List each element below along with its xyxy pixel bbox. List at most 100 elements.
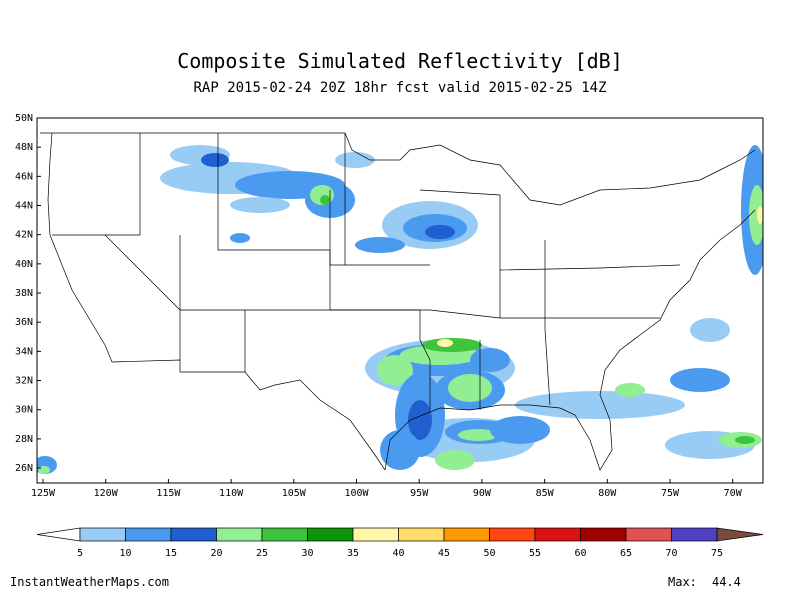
latitude-label: 32N	[15, 376, 33, 387]
colorbar: 5 10 15 20 25 30 35 40 45 50 55 60 65 70 75	[36, 527, 764, 559]
latitude-label: 36N	[15, 317, 33, 328]
latitude-label: 40N	[15, 259, 33, 270]
colorbar-segment	[489, 527, 536, 542]
longitude-label: 120W	[94, 488, 119, 499]
reflectivity-area	[408, 400, 432, 440]
latitude-label: 50N	[15, 113, 33, 124]
mexico-border	[111, 359, 386, 471]
colorbar-label: 30	[301, 548, 313, 559]
colorbar-label: 40	[392, 548, 404, 559]
latitude-label: 38N	[15, 288, 33, 299]
reflectivity-area	[515, 391, 685, 419]
title: Composite Simulated Reflectivity [dB]	[177, 49, 623, 73]
reflectivity-area	[320, 195, 330, 205]
state-lines	[245, 309, 660, 319]
colorbar-label: 75	[711, 548, 723, 559]
longitude-label: 70W	[724, 488, 743, 499]
colorbar-label: 5	[77, 548, 83, 559]
colorbar-label: 20	[210, 548, 222, 559]
gulf-coast	[384, 209, 756, 471]
max-value: 44.4	[712, 575, 741, 589]
latitude-label: 28N	[15, 434, 33, 445]
reflectivity-area	[422, 338, 482, 352]
longitude-label: 100W	[344, 488, 369, 499]
map-frame	[36, 117, 764, 484]
longitude-label: 90W	[473, 488, 492, 499]
state-lines	[104, 234, 246, 372]
state-lines	[419, 189, 501, 318]
colorbar-segment	[443, 527, 490, 542]
latitude-label: 44N	[15, 201, 33, 212]
latitude-label: 26N	[15, 463, 33, 474]
colorbar-segment	[352, 527, 399, 542]
reflectivity-area	[335, 152, 375, 168]
longitude-label: 125W	[31, 488, 56, 499]
colorbar-high-arrow	[716, 527, 764, 542]
colorbar-segment	[580, 527, 627, 542]
longitude-label: 80W	[598, 488, 617, 499]
longitude-label: 105W	[282, 488, 307, 499]
colorbar-label: 55	[529, 548, 541, 559]
latitude-label: 48N	[15, 142, 33, 153]
longitude-label: 85W	[536, 488, 555, 499]
reflectivity-area	[230, 233, 250, 243]
reflectivity-area	[749, 185, 763, 245]
reflectivity-area	[735, 436, 755, 444]
geography	[40, 132, 756, 471]
colorbar-label: 15	[165, 548, 177, 559]
reflectivity-area	[458, 429, 498, 441]
reflectivity-field	[37, 145, 763, 474]
colorbar-segment	[79, 527, 126, 542]
colorbar-label: 65	[620, 548, 632, 559]
colorbar-label: 25	[256, 548, 268, 559]
reflectivity-area	[435, 450, 475, 470]
canada-border	[40, 132, 756, 206]
longitude-label: 110W	[219, 488, 244, 499]
state-lines	[52, 133, 141, 236]
reflectivity-area	[470, 348, 510, 372]
longitude-label: 75W	[661, 488, 680, 499]
colorbar-label: 50	[483, 548, 495, 559]
reflectivity-area	[615, 383, 645, 397]
colorbar-label: 45	[438, 548, 450, 559]
reflectivity-area	[38, 466, 50, 474]
longitude-labels: 125W 120W 115W 110W 105W 100W 95W 90W 85W 80W 75W 7…	[31, 479, 743, 499]
reflectivity-area	[355, 237, 405, 253]
subtitle: RAP 2015-02-24 20Z 18hr fcst valid 2015-…	[193, 80, 606, 96]
reflectivity-area	[201, 153, 229, 167]
colorbar-segment	[125, 527, 172, 542]
colorbar-segment	[534, 527, 581, 542]
colorbar-segment	[307, 527, 354, 542]
reflectivity-area	[690, 318, 730, 342]
reflectivity-area	[377, 355, 413, 385]
state-lines	[499, 264, 681, 271]
reflectivity-area	[670, 368, 730, 392]
colorbar-label: 35	[347, 548, 359, 559]
state-lines	[544, 240, 551, 406]
colorbar-segment	[625, 527, 672, 542]
colorbar-label: 70	[665, 548, 677, 559]
latitude-label: 42N	[15, 230, 33, 241]
longitude-label: 95W	[410, 488, 429, 499]
reflectivity-area	[490, 416, 550, 444]
colorbar-segment	[170, 527, 217, 542]
colorbar-label: 10	[119, 548, 131, 559]
colorbar-low-arrow	[36, 527, 81, 542]
reflectivity-area	[448, 374, 492, 402]
latitude-labels: 50N 48N 46N 44N 42N 40N 38N 36N 34N 32N 30N 28N 26N	[15, 113, 41, 474]
longitude-label: 115W	[156, 488, 181, 499]
colorbar-segment	[398, 527, 445, 542]
colorbar-label: 60	[574, 548, 586, 559]
colorbar-segment	[261, 527, 308, 542]
state-lines	[329, 190, 431, 410]
west-coast	[47, 132, 113, 363]
reflectivity-area	[425, 225, 455, 239]
colorbar-segment	[216, 527, 263, 542]
reflectivity-area	[437, 339, 453, 347]
reflectivity-area	[230, 197, 290, 213]
site-credit: InstantWeatherMaps.com	[10, 575, 169, 589]
latitude-label: 30N	[15, 405, 33, 416]
reflectivity-area	[757, 206, 763, 224]
